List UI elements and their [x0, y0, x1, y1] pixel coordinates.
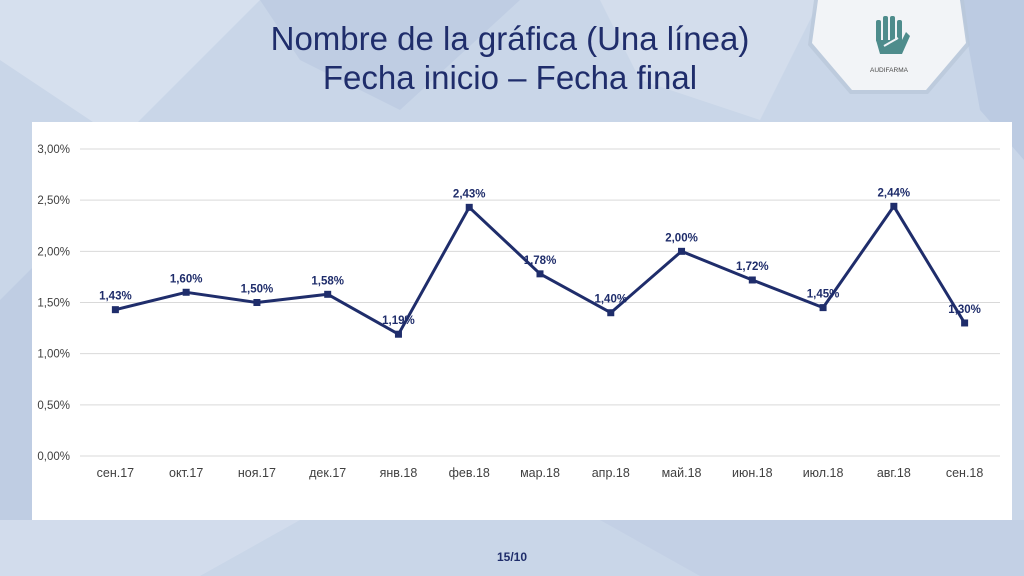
- data-point: [961, 319, 969, 327]
- page-title: Nombre de la gráfica (Una línea): [270, 20, 750, 57]
- x-tick-label: июл.18: [803, 466, 844, 480]
- data-point: [890, 202, 898, 210]
- x-tick-label: авг.18: [877, 466, 911, 480]
- data-point: [394, 330, 402, 338]
- page-subtitle: Fecha inicio – Fecha final: [322, 59, 698, 96]
- data-point: [748, 276, 756, 284]
- line-chart: 0,00% 0,50% 1,00% 1,50% 2,00% 2,50% 3,00% сен.…: [37, 144, 1000, 480]
- data-label: 1,78%: [524, 255, 557, 267]
- x-tick-label: сен.17: [97, 466, 135, 480]
- data-label: 1,40%: [594, 294, 627, 306]
- data-point: [536, 270, 544, 278]
- data-label: 2,00%: [665, 232, 698, 244]
- data-point: [324, 290, 332, 298]
- data-point: [819, 304, 827, 312]
- data-label: 2,43%: [453, 188, 486, 200]
- x-tick-label: окт.17: [169, 466, 203, 480]
- x-tick-label: апр.18: [592, 466, 630, 480]
- x-tick-label: июн.18: [732, 466, 773, 480]
- data-point: [607, 309, 615, 317]
- y-tick-label: 2,50%: [37, 195, 70, 207]
- x-tick-label: май.18: [662, 466, 702, 480]
- chart-panel: [32, 122, 1012, 520]
- y-tick-label: 2,00%: [37, 246, 70, 258]
- audifarma-logo: AUDIFARMA: [808, 0, 970, 94]
- y-tick-label: 3,00%: [37, 144, 70, 156]
- x-tick-label: дек.17: [309, 466, 346, 480]
- data-label: 1,50%: [241, 284, 274, 296]
- y-tick-label: 0,50%: [37, 400, 70, 412]
- x-tick-label: ноя.17: [238, 466, 276, 480]
- y-tick-label: 1,50%: [37, 298, 70, 310]
- y-tick-label: 1,00%: [37, 349, 70, 361]
- y-tick-label: 0,00%: [37, 451, 70, 463]
- data-label: 1,60%: [170, 273, 203, 285]
- logo-text: AUDIFARMA: [870, 67, 909, 74]
- data-point: [678, 247, 686, 255]
- x-tick-label: фев.18: [449, 466, 490, 480]
- x-tick-label: янв.18: [380, 466, 418, 480]
- series-line: [115, 204, 966, 336]
- x-tick-label: сен.18: [946, 466, 984, 480]
- data-point: [465, 203, 473, 211]
- page-number: 15/10: [496, 550, 528, 564]
- data-point: [111, 306, 119, 314]
- data-point: [253, 299, 261, 306]
- data-label: 1,58%: [311, 275, 344, 287]
- data-label: 2,44%: [878, 187, 911, 199]
- x-tick-label: мар.18: [520, 466, 560, 480]
- hand-icon: [876, 16, 910, 54]
- data-label: 1,19%: [382, 315, 415, 327]
- data-label: 1,45%: [807, 289, 840, 301]
- data-label: 1,43%: [99, 291, 132, 303]
- data-label: 1,30%: [948, 304, 981, 316]
- data-label: 1,72%: [736, 261, 769, 273]
- data-point: [182, 288, 190, 296]
